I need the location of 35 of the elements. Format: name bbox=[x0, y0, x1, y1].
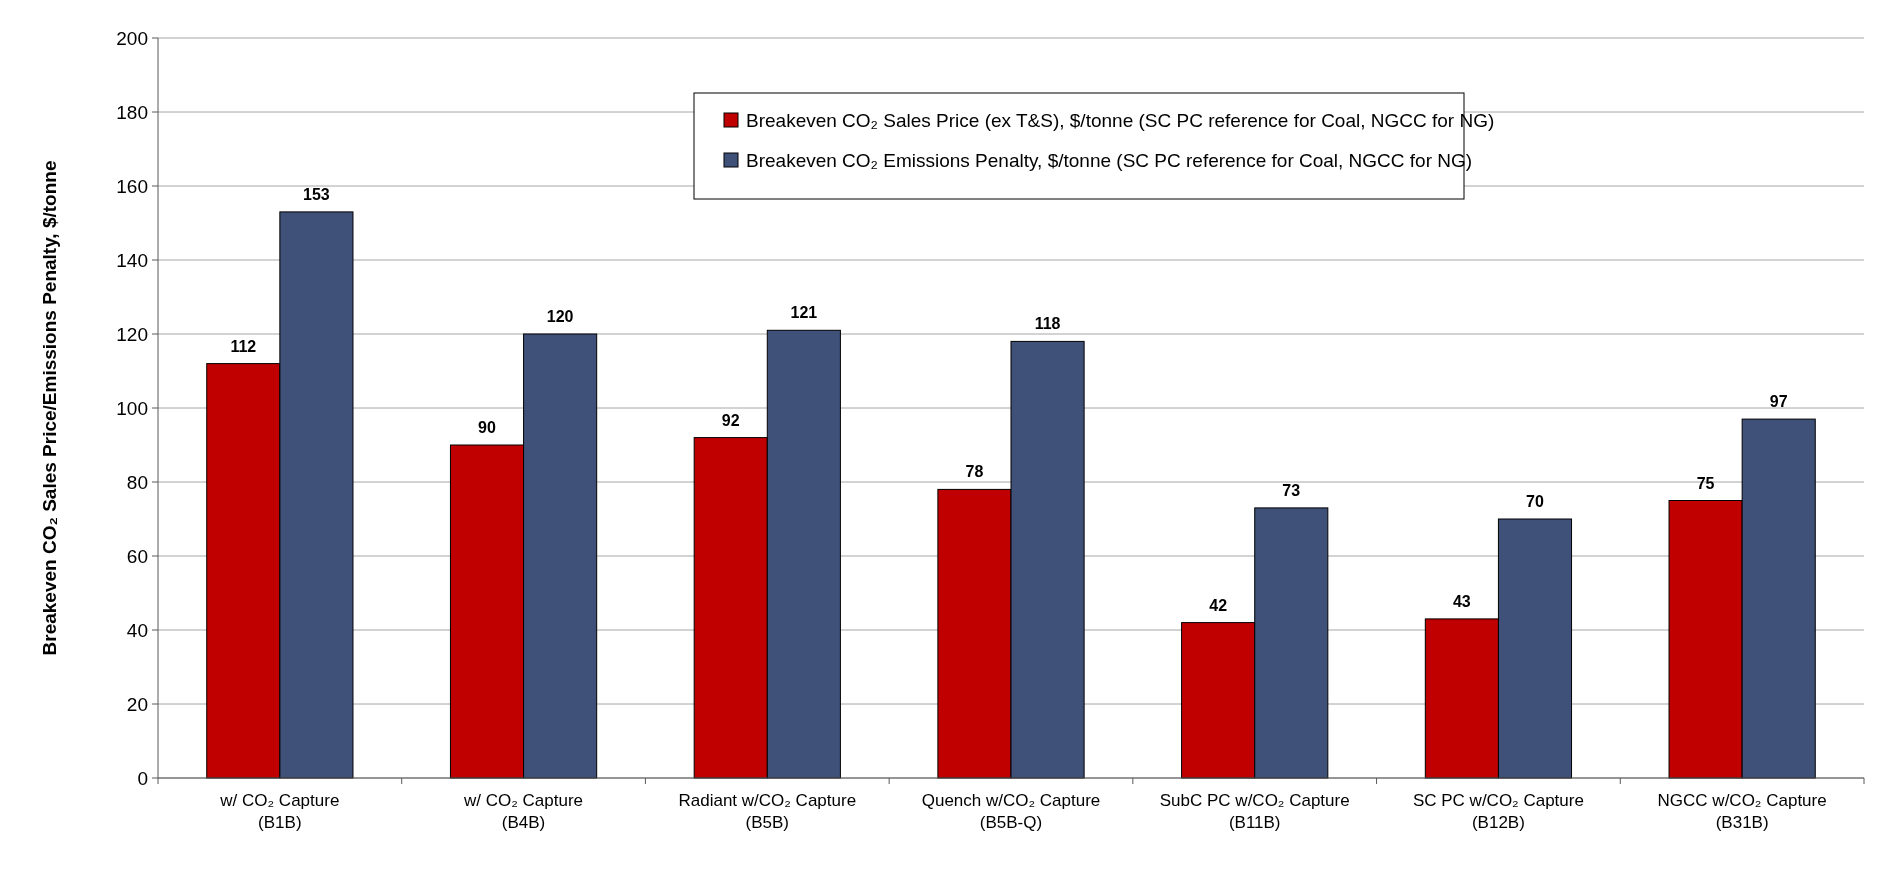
legend-label: Breakeven CO₂ Emissions Penalty, $/tonne (SC PC reference for Coal, NGCC for NG) bbox=[746, 149, 1473, 171]
data-label: 97 bbox=[1769, 393, 1788, 411]
x-tick-label: Radiant w/CO₂ Capture (B5B) bbox=[678, 791, 857, 832]
y-tick-label: 200 bbox=[116, 27, 148, 49]
data-label: 112 bbox=[230, 337, 257, 355]
data-label: 73 bbox=[1282, 481, 1301, 499]
y-tick-label: 140 bbox=[116, 249, 148, 271]
data-label: 75 bbox=[1696, 474, 1715, 492]
data-label: 120 bbox=[546, 308, 574, 325]
data-label: 78 bbox=[965, 463, 984, 481]
y-tick-label: 80 bbox=[126, 471, 148, 493]
data-label: 92 bbox=[721, 411, 740, 429]
data-label: 118 bbox=[1034, 315, 1061, 333]
y-axis-title: Breakeven CO₂ Sales Price/Emissions Penalty, $/tonne bbox=[39, 160, 60, 656]
data-label: 90 bbox=[478, 419, 497, 436]
data-label: 42 bbox=[1209, 596, 1228, 614]
y-tick-label: 160 bbox=[116, 175, 148, 197]
y-tick-label: 60 bbox=[126, 545, 148, 567]
y-tick-label: 0 bbox=[137, 767, 148, 789]
data-label: 43 bbox=[1452, 592, 1471, 610]
data-label: 70 bbox=[1526, 493, 1544, 510]
x-tick-label: NGCC w/CO₂ Capture (B31B) bbox=[1657, 791, 1827, 832]
y-tick-label: 120 bbox=[116, 323, 148, 345]
x-tick-label: w/ CO₂ Capture (B4B) bbox=[463, 791, 584, 832]
data-label: 121 bbox=[790, 304, 818, 322]
legend-label: Breakeven CO₂ Sales Price (ex T&S), $/tonne (SC PC reference for Coal, NGCC for NG) bbox=[746, 109, 1495, 131]
data-label: 153 bbox=[303, 185, 330, 203]
x-tick-label: w/ CO₂ Capture (B1B) bbox=[219, 791, 340, 832]
x-tick-label: SC PC w/CO₂ Capture (B12B) bbox=[1412, 791, 1584, 832]
y-tick-label: 180 bbox=[116, 101, 148, 123]
y-tick-label: 20 bbox=[126, 693, 148, 715]
x-tick-label: SubC PC w/CO₂ Capture (B11B) bbox=[1159, 791, 1350, 832]
y-tick-label: 100 bbox=[116, 397, 148, 419]
x-tick-label: Quench w/CO₂ Capture (B5B-Q) bbox=[921, 791, 1101, 832]
y-tick-label: 40 bbox=[126, 619, 148, 641]
